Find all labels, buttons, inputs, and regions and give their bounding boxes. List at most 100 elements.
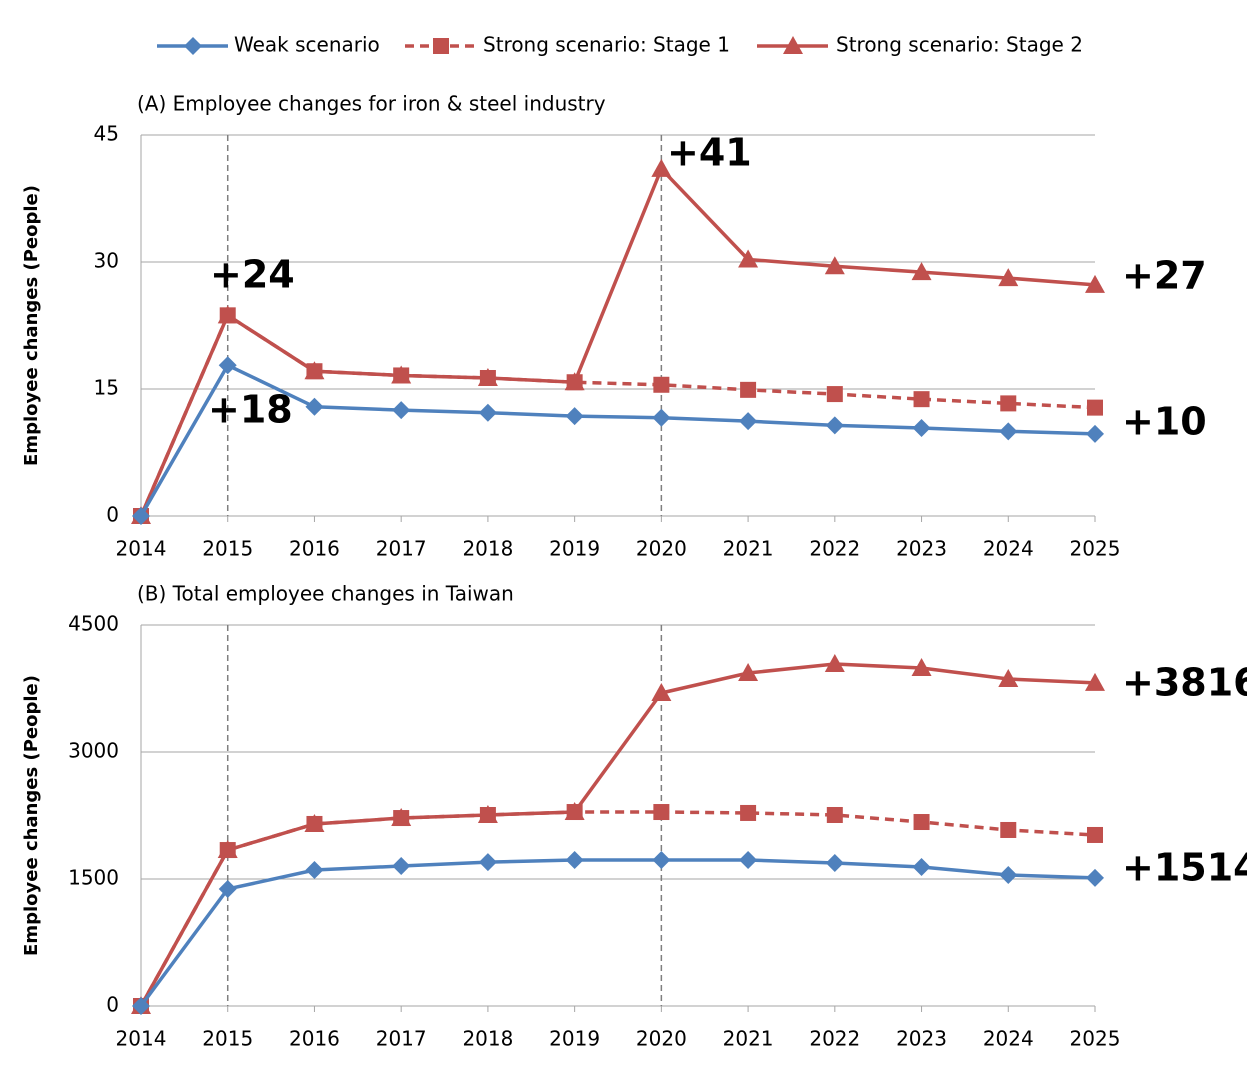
series-line [139, 165, 1096, 517]
x-tick-label: 2023 [896, 537, 947, 561]
data-point [653, 376, 670, 393]
x-tick-label: 2019 [549, 537, 600, 561]
x-tick-label: 2015 [202, 537, 253, 561]
data-point [218, 879, 237, 898]
data-point [393, 810, 410, 827]
data-point [566, 374, 583, 391]
data-point [479, 806, 496, 823]
data-point [999, 866, 1018, 885]
annotation: +10 [1122, 400, 1207, 444]
data-point [392, 401, 411, 420]
data-point [913, 391, 930, 408]
legend-marker [184, 37, 202, 55]
data-point [912, 418, 931, 437]
data-point [1085, 672, 1105, 691]
annotation: +3816 [1122, 661, 1247, 705]
data-point [566, 804, 583, 821]
data-point [219, 842, 236, 859]
series-line [139, 810, 1096, 1007]
legend-marker [433, 38, 449, 54]
data-point [652, 408, 671, 427]
x-tick-label: 2021 [723, 537, 774, 561]
legend-marker [783, 36, 803, 54]
series-line [139, 662, 1096, 1007]
data-point [306, 815, 323, 832]
data-point [1000, 821, 1017, 838]
series-line [139, 312, 1096, 517]
y-tick-label: 15 [94, 376, 119, 400]
data-point [305, 397, 324, 416]
data-point [306, 363, 323, 380]
legend-label: Weak scenario [234, 33, 380, 57]
y-axis-label: Employee changes (People) [21, 675, 42, 956]
x-tick-label: 2017 [376, 1027, 427, 1051]
x-tick-label: 2022 [809, 537, 860, 561]
y-tick-label: 30 [94, 249, 119, 273]
data-point [1000, 395, 1017, 412]
data-point [218, 356, 237, 375]
data-point [738, 663, 759, 682]
data-point [998, 669, 1019, 688]
annotation: +18 [208, 388, 293, 432]
chart-title: (B) Total employee changes in Taiwan [137, 582, 514, 606]
y-axis-label: Employee changes (People) [21, 185, 42, 466]
annotation: +1514 [1122, 846, 1247, 890]
data-point [479, 369, 496, 386]
data-point [1085, 274, 1105, 293]
legend-label: Strong scenario: Stage 2 [836, 33, 1083, 57]
data-point [739, 851, 758, 870]
x-tick-label: 2019 [549, 1027, 600, 1051]
annotation: +41 [667, 131, 752, 175]
x-tick-label: 2025 [1070, 537, 1121, 561]
x-tick-label: 2022 [809, 1027, 860, 1051]
data-point [825, 416, 844, 435]
data-point [652, 851, 671, 870]
y-tick-label: 45 [94, 122, 119, 146]
x-tick-label: 2015 [202, 1027, 253, 1051]
y-tick-label: 4500 [68, 612, 119, 636]
x-tick-label: 2016 [289, 1027, 340, 1051]
y-tick-label: 3000 [68, 739, 119, 763]
data-point [999, 422, 1018, 441]
data-point [651, 682, 672, 701]
data-point [826, 386, 843, 403]
data-point [132, 997, 150, 1015]
x-tick-label: 2024 [983, 1027, 1034, 1051]
x-tick-label: 2023 [896, 1027, 947, 1051]
data-point [393, 367, 410, 384]
data-point [1087, 399, 1103, 416]
data-point [824, 256, 845, 275]
x-tick-label: 2025 [1070, 1027, 1121, 1051]
data-point [478, 403, 497, 422]
data-point [826, 806, 843, 823]
x-tick-label: 2014 [116, 1027, 167, 1051]
y-tick-label: 0 [106, 993, 119, 1017]
data-point [913, 814, 930, 831]
series-line [139, 363, 1096, 517]
series-line [139, 858, 1096, 1008]
x-tick-label: 2021 [723, 1027, 774, 1051]
data-point [132, 507, 150, 525]
x-tick-label: 2020 [636, 1027, 687, 1051]
annotation: +27 [1122, 254, 1207, 298]
x-tick-label: 2024 [983, 537, 1034, 561]
data-point [219, 307, 236, 324]
data-point [565, 407, 584, 426]
data-point [824, 654, 845, 673]
data-point [305, 861, 324, 880]
x-tick-label: 2020 [636, 537, 687, 561]
legend-label: Strong scenario: Stage 1 [483, 33, 730, 57]
data-point [825, 853, 844, 872]
data-point [1087, 826, 1103, 843]
y-tick-label: 0 [106, 503, 119, 527]
data-point [912, 857, 931, 876]
data-point [651, 158, 672, 177]
data-point [911, 658, 932, 677]
x-tick-label: 2018 [462, 1027, 513, 1051]
data-point [1086, 424, 1104, 443]
data-point [739, 412, 758, 431]
x-tick-label: 2016 [289, 537, 340, 561]
x-tick-label: 2014 [116, 537, 167, 561]
